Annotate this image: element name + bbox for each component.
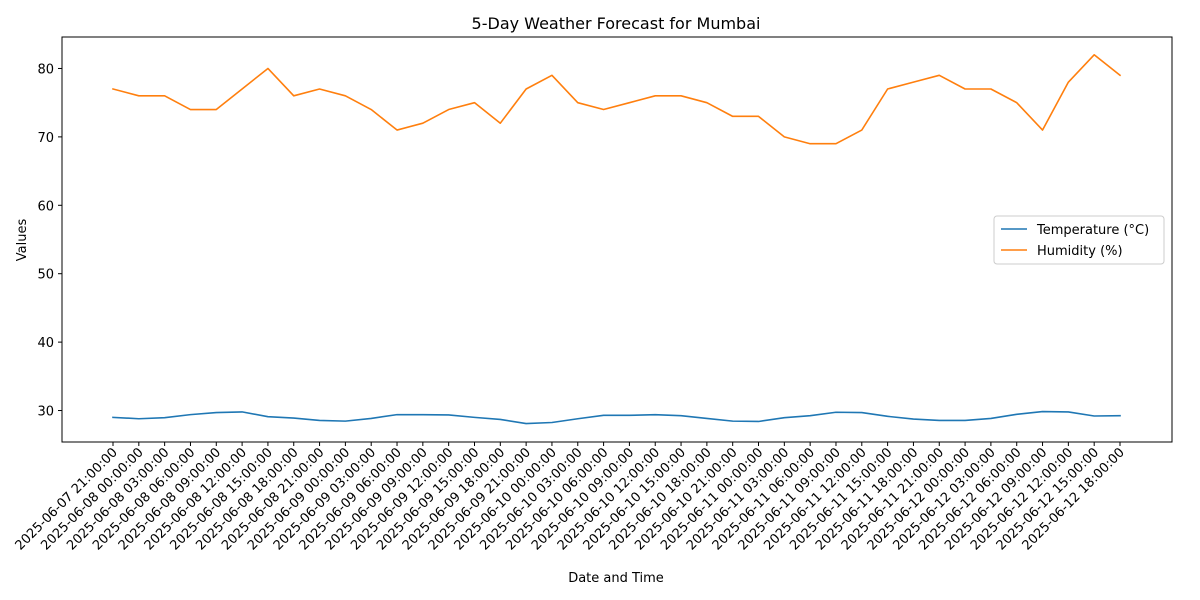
legend-label: Humidity (%) [1037, 244, 1123, 259]
legend-box [993, 215, 1165, 265]
series-layer [112, 53, 1122, 425]
series-line-humidity [112, 53, 1122, 145]
chart-title: 5-Day Weather Forecast for Mumbai [472, 14, 761, 33]
y-tick-label: 70 [37, 131, 54, 146]
y-tick-label: 30 [37, 405, 54, 420]
y-tick-label: 50 [37, 268, 54, 283]
y-tick-label: 80 [37, 62, 54, 77]
series-line-temperature [112, 410, 1121, 425]
y-tick-label: 60 [37, 199, 54, 214]
legend-label: Temperature (°C) [1036, 223, 1149, 238]
legend: Temperature (°C) Humidity (%) [993, 215, 1165, 265]
x-axis-label: Date and Time [568, 571, 664, 586]
y-tick-label: 40 [37, 336, 54, 351]
y-axis-ticks: 30 40 50 60 70 80 [37, 62, 62, 420]
y-axis-label: Values [15, 219, 30, 262]
plot-area-frame [61, 36, 1173, 443]
